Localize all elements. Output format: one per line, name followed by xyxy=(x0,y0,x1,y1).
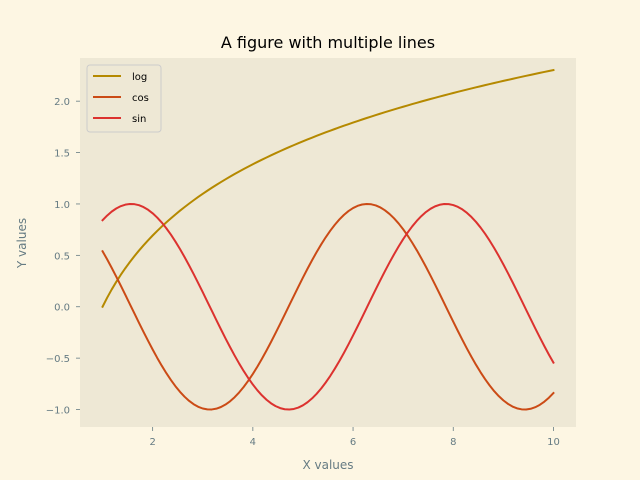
x-axis-ticks: 2 4 6 8 10 xyxy=(149,427,560,448)
y-tick-label: −0.5 xyxy=(46,354,70,365)
y-tick-label: 2.0 xyxy=(54,97,70,108)
x-axis-label: X values xyxy=(302,458,353,472)
legend: log cos sin xyxy=(86,64,162,133)
legend-label-cos: cos xyxy=(132,93,149,104)
x-tick-label: 10 xyxy=(547,437,560,448)
y-tick-label: 0.5 xyxy=(54,251,70,262)
y-axis-label: Y values xyxy=(15,218,29,269)
y-tick-label: 0.0 xyxy=(54,303,70,314)
y-axis-ticks: −1.0 −0.5 0.0 0.5 1.0 1.5 2.0 xyxy=(46,97,80,417)
x-tick-label: 4 xyxy=(250,437,256,448)
x-tick-label: 2 xyxy=(149,437,155,448)
y-tick-label: 1.5 xyxy=(54,149,70,160)
chart-title: A figure with multiple lines xyxy=(221,33,435,52)
legend-box xyxy=(86,64,162,133)
y-tick-label: 1.0 xyxy=(54,200,70,211)
series-group xyxy=(101,68,555,411)
y-tick-label: −1.0 xyxy=(46,406,70,417)
x-tick-label: 8 xyxy=(450,437,456,448)
x-tick-label: 6 xyxy=(350,437,356,448)
series-line-log xyxy=(101,68,555,309)
series-line-sin xyxy=(101,202,555,411)
legend-label-sin: sin xyxy=(132,114,146,125)
series-line-cos xyxy=(101,202,555,411)
legend-label-log: log xyxy=(132,72,147,83)
